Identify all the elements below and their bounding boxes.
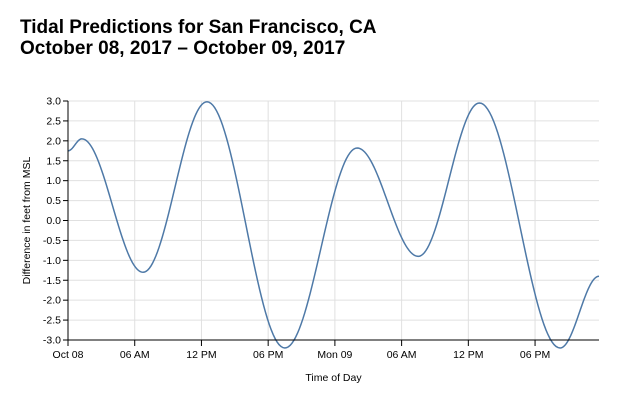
x-tick-label: Mon 09: [317, 349, 352, 361]
y-tick: -1.0: [43, 255, 68, 267]
x-tick: Mon 09: [317, 340, 353, 361]
x-axis: Oct 08 06 AM 12 PM 06 PM Mon 09 06 AM 12 PM 06 …: [53, 339, 599, 361]
y-tick: 2.5: [46, 115, 68, 127]
x-tick-label: 06 PM: [520, 349, 550, 361]
y-tick-label: -0.5: [43, 235, 61, 247]
y-tick-label: 0.0: [46, 215, 61, 227]
x-tick: 06 AM: [387, 340, 417, 361]
x-axis-label: Time of Day: [305, 372, 362, 384]
y-tick-label: -3.0: [43, 335, 61, 347]
y-axis: 3.0 2.5 2.0 1.5 1.0 0.5 0.0 -0.5 -1.0 -1.5 -2.0 -2.…: [43, 96, 69, 347]
y-tick-label: 0.5: [46, 195, 61, 207]
chart-title: Tidal Predictions for San Francisco, CA …: [20, 17, 377, 59]
y-tick: 0.5: [46, 195, 68, 207]
y-tick-label: 1.0: [46, 175, 61, 187]
y-tick: -2.0: [43, 295, 68, 307]
x-tick: 06 AM: [120, 340, 150, 361]
x-tick-label: Oct 08: [53, 349, 84, 361]
y-tick-label: -2.0: [43, 295, 61, 307]
y-tick: -0.5: [43, 235, 68, 247]
y-tick-label: 3.0: [46, 96, 61, 108]
tide-series-line: [67, 101, 600, 349]
y-tick: -2.5: [43, 315, 68, 327]
x-tick-label: 12 PM: [186, 349, 216, 361]
y-tick-label: 2.0: [46, 135, 61, 147]
y-tick-label: 2.5: [46, 115, 61, 127]
y-tick: 0.0: [46, 215, 68, 227]
x-tick: 12 PM: [453, 340, 484, 361]
y-axis-label: Difference in feet from MSL: [21, 157, 33, 285]
x-tick-label: 06 AM: [387, 349, 417, 361]
x-tick: 12 PM: [186, 340, 217, 361]
x-tick: Oct 08: [53, 340, 84, 361]
x-tick: 06 PM: [253, 340, 283, 361]
x-tick-label: 06 PM: [253, 349, 283, 361]
y-tick-label: -1.5: [43, 275, 61, 287]
x-tick: 06 PM: [520, 340, 550, 361]
y-tick: -3.0: [43, 335, 68, 347]
y-tick: 1.0: [46, 175, 68, 187]
y-tick-label: -1.0: [43, 255, 61, 267]
x-tick-label: 06 AM: [120, 349, 150, 361]
chart-title-line-2: October 08, 2017 – October 09, 2017: [20, 38, 346, 59]
series-lines: [67, 101, 600, 349]
y-tick: 3.0: [46, 96, 68, 108]
chart-title-line-1: Tidal Predictions for San Francisco, CA: [20, 17, 377, 38]
y-tick: -1.5: [43, 275, 68, 287]
y-tick-label: 1.5: [46, 155, 61, 167]
y-tick: 2.0: [46, 135, 68, 147]
y-tick: 1.5: [46, 155, 68, 167]
y-tick-label: -2.5: [43, 315, 61, 327]
y-grid: [68, 100, 599, 341]
x-tick-label: 12 PM: [453, 349, 483, 361]
